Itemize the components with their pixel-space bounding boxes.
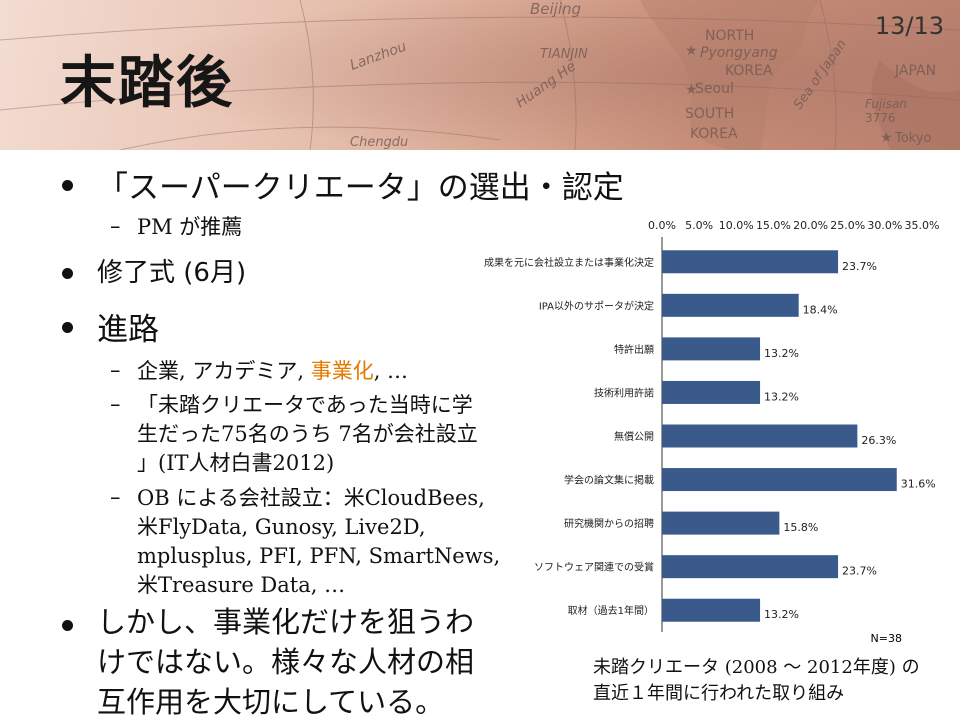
stat-line-3: 」(IT人材白書2012): [137, 451, 335, 475]
category-label: 成果を元に会社設立または事業化決定: [484, 256, 654, 269]
however-line-2: けではない。様々な人材の相: [97, 645, 475, 679]
bar: [662, 250, 839, 274]
x-tick-label: 0.0%: [648, 219, 676, 232]
caption-particle: の: [895, 657, 920, 678]
bullet-dot: [62, 180, 73, 191]
sub-bullet-paths: 企業, アカデミア, 事業化, …: [137, 357, 408, 386]
x-tick-label: 35.0%: [905, 219, 940, 232]
data-label: 13.2%: [764, 347, 799, 360]
map-label: Beijing: [530, 0, 581, 18]
sub-bullet-dash: –: [110, 392, 121, 416]
slide-title: 末踏後: [60, 51, 234, 116]
ob-line-2: 米FlyData, Gunosy, Live2D,: [137, 515, 426, 539]
paths-ellipsis: , …: [373, 359, 409, 383]
bar: [662, 511, 780, 535]
map-label: Fujisan: [865, 97, 907, 111]
header-banner: Beijing TIANJIN NORTH Pyongyang KOREA JA…: [0, 0, 960, 150]
data-label: 18.4%: [803, 303, 838, 316]
caption-line-2: 直近１年間に行われた取り組み: [593, 683, 845, 704]
capital-star-icon: ★: [685, 82, 698, 98]
map-label: SOUTH: [685, 106, 734, 122]
ob-line-3: mplusplus, PFI, PFN, SmartNews,: [137, 544, 501, 568]
caption-line-1: 未踏クリエータ (2008 〜 2012年度) の: [593, 655, 920, 681]
map-label: Chengdu: [350, 135, 408, 150]
data-label: 23.7%: [842, 260, 877, 273]
x-tick-label: 30.0%: [867, 219, 902, 232]
ob-line-1: OB による会社設立：米CloudBees,: [137, 486, 485, 510]
category-label: 取材（過去1年間）: [568, 604, 654, 617]
bullet-selection: 「スーパークリエータ」の選出・認定: [97, 170, 624, 206]
category-label: 研究機関からの招聘: [564, 517, 654, 530]
map-label: Seoul: [695, 81, 734, 97]
data-label: 13.2%: [764, 390, 799, 403]
stat-line-1: 「未踏クリエータであった当時に学: [137, 393, 473, 417]
caption-text: 未踏クリエータ: [593, 657, 725, 678]
bullet-however: しかし、事業化だけを狙うわ けではない。様々な人材の相 互作用を大切にしている。: [97, 602, 474, 722]
bullet-dot: [62, 620, 73, 631]
bar: [662, 380, 761, 404]
map-label: 3776: [865, 111, 896, 125]
data-label: 13.2%: [764, 608, 799, 621]
bar: [662, 555, 839, 579]
bullet-dot: [62, 268, 73, 279]
capital-star-icon: ★: [880, 130, 893, 146]
sub-bullet-pm: PM が推薦: [137, 215, 243, 239]
chart-note: N=38: [871, 632, 902, 645]
sub-bullet-dash: –: [110, 358, 121, 382]
chart-labels: 成果を元に会社設立または事業化決定 23.7% IPA以外のサポータが決定 18.4%…: [484, 256, 936, 621]
bullet-ceremony: 修了式 (6月): [97, 258, 247, 288]
category-label: ソフトウェア関連での受賞: [534, 561, 654, 574]
however-line-1: しかし、事業化だけを狙うわ: [97, 605, 475, 639]
page-number: 13/13: [874, 12, 944, 40]
bar: [662, 337, 761, 361]
sub-bullet-startup-stat: 「未踏クリエータであった当時に学 生だった75名のうち 7名が会社設立 」(IT…: [137, 391, 527, 478]
paths-text: 企業, アカデミア,: [137, 359, 311, 383]
x-tick-label: 25.0%: [830, 219, 865, 232]
sub-bullet-ob-companies: OB による会社設立：米CloudBees, 米FlyData, Gunosy,…: [137, 484, 527, 600]
bar: [662, 293, 799, 317]
category-label: IPA以外のサポータが決定: [539, 299, 654, 312]
map-label: NORTH: [705, 28, 754, 44]
x-tick-label: 15.0%: [756, 219, 791, 232]
map-background: Beijing TIANJIN NORTH Pyongyang KOREA JA…: [0, 0, 960, 150]
x-tick-label: 20.0%: [793, 219, 828, 232]
map-label: KOREA: [690, 126, 738, 142]
map-label: JAPAN: [894, 63, 936, 79]
capital-star-icon: ★: [685, 43, 698, 59]
bar: [662, 598, 761, 622]
stat-line-2: 生だった75名のうち 7名が会社設立: [137, 422, 478, 446]
bullet-career: 進路: [97, 312, 159, 348]
category-label: 技術利用許諾: [594, 386, 654, 399]
bar: [662, 468, 897, 492]
data-label: 31.6%: [901, 478, 936, 491]
paths-highlight: 事業化: [310, 359, 374, 383]
data-label: 23.7%: [842, 565, 877, 578]
map-label: KOREA: [725, 63, 773, 79]
ob-line-4: 米Treasure Data, …: [137, 573, 346, 597]
bullet-dot: [62, 322, 73, 333]
category-label: 無償公開: [614, 430, 654, 443]
however-line-3: 互作用を大切にしている。: [97, 685, 445, 719]
caption-years: (2008 〜 2012年度): [724, 657, 896, 678]
bar: [662, 424, 858, 448]
x-tick-label: 10.0%: [719, 219, 754, 232]
data-label: 15.8%: [783, 521, 818, 534]
category-label: 学会の論文集に掲載: [564, 474, 654, 487]
x-tick-label: 5.0%: [685, 219, 713, 232]
map-label: TIANJIN: [540, 47, 588, 62]
chart-bars: [662, 250, 897, 622]
data-label: 26.3%: [861, 434, 896, 447]
category-label: 特許出願: [614, 343, 654, 356]
map-label: Pyongyang: [700, 45, 778, 61]
sub-bullet-dash: –: [110, 214, 121, 238]
chart-caption: 未踏クリエータ (2008 〜 2012年度) の 直近１年間に行われた取り組み: [593, 655, 920, 707]
sub-bullet-dash: –: [110, 485, 121, 509]
map-label: Tokyo: [894, 131, 931, 146]
